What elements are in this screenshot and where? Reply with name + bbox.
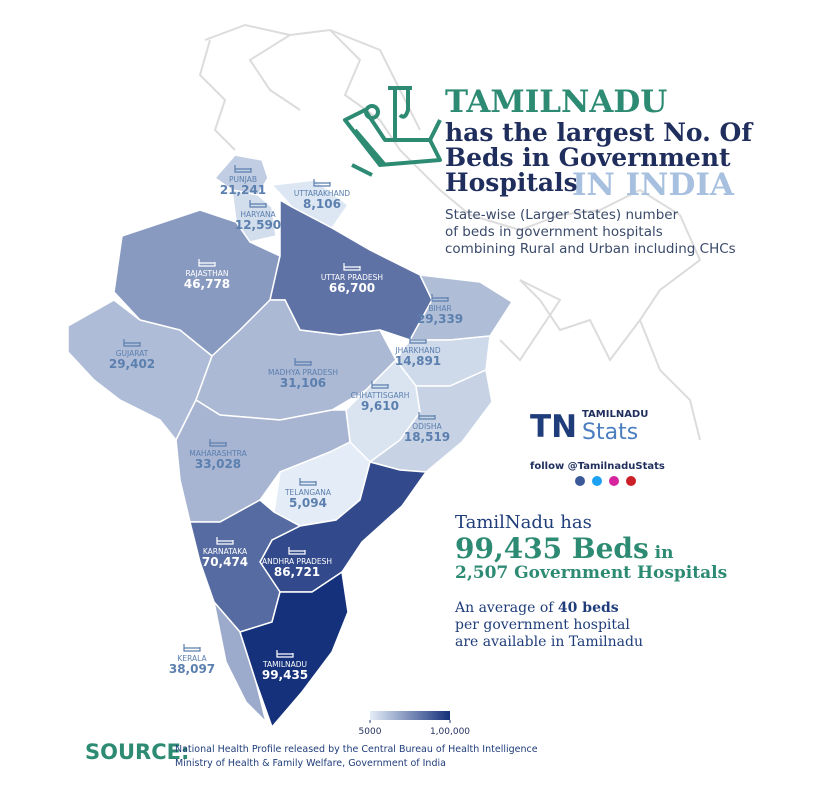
- state-value: 70,474: [202, 555, 248, 569]
- state-name: PUNJAB: [229, 175, 257, 184]
- title-line: has the largest No. Of: [445, 118, 754, 147]
- state-name: MADHYA PRADESH: [268, 368, 338, 377]
- state-name: TELANGANA: [284, 488, 332, 497]
- facebook-icon[interactable]: [575, 476, 585, 486]
- state-name: MAHARASHTRA: [189, 449, 247, 458]
- bed-glyph: [313, 179, 331, 187]
- source-label: SOURCE:: [85, 740, 189, 764]
- state-name: BIHAR: [428, 304, 451, 313]
- state-value: 29,402: [109, 357, 155, 371]
- state-name: JHARKHAND: [394, 346, 440, 355]
- brand-name: TAMILNADU: [582, 409, 648, 420]
- color-legend: 5000 1,00,000: [359, 711, 470, 737]
- state-value: 38,097: [169, 662, 215, 676]
- legend-tick-label: 1,00,000: [430, 727, 470, 737]
- summary-in: in: [649, 543, 674, 563]
- state-value: 86,721: [274, 565, 320, 579]
- state-name: CHHATTISGARH: [351, 391, 410, 400]
- summary-average: are available in Tamilnadu: [455, 634, 643, 650]
- state-value: 12,590: [235, 218, 281, 232]
- neighbour-outline: [198, 23, 702, 441]
- state-name: KARNATAKA: [203, 547, 248, 556]
- brand: TN TAMILNADU Stats follow @TamilnaduStat…: [530, 409, 665, 486]
- title-line: TAMILNADU: [445, 84, 667, 120]
- bed-glyph: [409, 336, 427, 344]
- brand-mark: TN: [530, 409, 577, 445]
- bed-glyph: [183, 644, 201, 652]
- bed-glyph: [431, 294, 449, 302]
- bed-glyph: [294, 358, 312, 366]
- state-name: TAMILNADU: [262, 660, 307, 669]
- bed-glyph: [371, 381, 389, 389]
- beds-total: 99,435 Beds: [455, 532, 649, 565]
- bed-icon: [343, 86, 442, 177]
- source: SOURCE: National Health Profile released…: [85, 740, 538, 769]
- state-name: GUJARAT: [116, 349, 149, 358]
- state-value: 21,241: [220, 183, 266, 197]
- bed-glyph: [343, 263, 361, 271]
- follow-handle: follow @TamilnaduStats: [530, 461, 665, 472]
- state-region: [270, 179, 350, 229]
- state-name: RAJASTHAN: [186, 269, 229, 278]
- state-value: 99,435: [262, 668, 308, 682]
- state-value: 5,094: [289, 496, 327, 510]
- state-name: ANDHRA PRADESH: [262, 557, 332, 566]
- state-name: UTTAR PRADESH: [321, 273, 383, 282]
- state-name: ODISHA: [412, 422, 442, 431]
- state-value: 8,106: [303, 197, 341, 211]
- legend-tick-label: 5000: [359, 727, 382, 737]
- state-value: 31,106: [280, 376, 326, 390]
- state-region: [239, 570, 349, 729]
- source-line: National Health Profile released by the …: [175, 744, 538, 755]
- subtitle-line: of beds in government hospitals: [445, 224, 663, 240]
- state-value: 33,028: [195, 457, 241, 471]
- state-value: 14,891: [395, 354, 441, 368]
- state-value: 46,778: [184, 277, 230, 291]
- state-name: KERALA: [177, 654, 207, 663]
- average-value: 40 beds: [558, 600, 619, 616]
- summary-hospitals: 2,507 Government Hospitals: [455, 563, 727, 583]
- state-value: 66,700: [329, 281, 375, 295]
- state-name: UTTARAKHAND: [294, 189, 350, 198]
- instagram-icon[interactable]: [609, 476, 619, 486]
- summary-line: TamilNadu has: [455, 512, 592, 533]
- title-highlight: IN INDIA: [572, 167, 735, 203]
- bed-glyph: [123, 339, 141, 347]
- summary-average: An average of 40 beds: [454, 600, 619, 616]
- summary: TamilNadu has 99,435 Beds in 2,507 Gover…: [454, 512, 727, 650]
- state-value: 9,610: [361, 399, 399, 413]
- bed-glyph: [209, 439, 227, 447]
- bed-glyph: [216, 537, 234, 545]
- average-text: An average of: [454, 600, 558, 616]
- summary-average: per government hospital: [455, 617, 630, 633]
- summary-beds: 99,435 Beds in: [455, 532, 673, 565]
- bed-glyph: [234, 165, 252, 173]
- title-line: Hospitals: [445, 168, 578, 197]
- bed-glyph: [418, 412, 436, 420]
- subtitle: State-wise (Larger States) number of bed…: [445, 207, 736, 257]
- brand-sub: Stats: [582, 420, 638, 445]
- bed-glyph: [198, 259, 216, 267]
- color-bar: [370, 711, 450, 720]
- title-block: TAMILNADU has the largest No. Of Beds in…: [445, 84, 754, 203]
- source-line: Ministry of Health & Family Welfare, Gov…: [175, 758, 446, 769]
- state-name: HARYANA: [240, 210, 276, 219]
- bed-glyph: [288, 547, 306, 555]
- subtitle-line: State-wise (Larger States) number: [445, 207, 679, 223]
- pinterest-icon[interactable]: [626, 476, 636, 486]
- bed-glyph: [249, 200, 267, 208]
- state-value: 18,519: [404, 430, 450, 444]
- bed-glyph: [299, 478, 317, 486]
- subtitle-line: combining Rural and Urban including CHCs: [445, 241, 736, 257]
- twitter-icon[interactable]: [592, 476, 602, 486]
- title-line: Beds in Government: [445, 143, 731, 172]
- state-value: 29,339: [417, 312, 463, 326]
- bed-glyph: [276, 650, 294, 658]
